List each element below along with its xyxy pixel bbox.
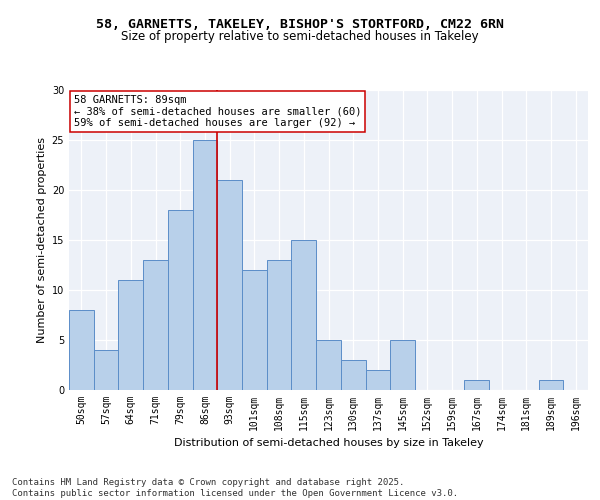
Bar — [217, 180, 242, 390]
Y-axis label: Number of semi-detached properties: Number of semi-detached properties — [37, 137, 47, 343]
Bar — [118, 280, 143, 390]
Bar — [390, 340, 415, 390]
Bar — [267, 260, 292, 390]
X-axis label: Distribution of semi-detached houses by size in Takeley: Distribution of semi-detached houses by … — [173, 438, 484, 448]
Text: 58 GARNETTS: 89sqm
← 38% of semi-detached houses are smaller (60)
59% of semi-de: 58 GARNETTS: 89sqm ← 38% of semi-detache… — [74, 95, 361, 128]
Bar — [539, 380, 563, 390]
Bar — [341, 360, 365, 390]
Bar — [316, 340, 341, 390]
Bar — [464, 380, 489, 390]
Bar — [69, 310, 94, 390]
Bar — [242, 270, 267, 390]
Bar — [193, 140, 217, 390]
Bar — [168, 210, 193, 390]
Bar — [143, 260, 168, 390]
Text: Size of property relative to semi-detached houses in Takeley: Size of property relative to semi-detach… — [121, 30, 479, 43]
Text: Contains HM Land Registry data © Crown copyright and database right 2025.
Contai: Contains HM Land Registry data © Crown c… — [12, 478, 458, 498]
Text: 58, GARNETTS, TAKELEY, BISHOP'S STORTFORD, CM22 6RN: 58, GARNETTS, TAKELEY, BISHOP'S STORTFOR… — [96, 18, 504, 30]
Bar — [365, 370, 390, 390]
Bar — [94, 350, 118, 390]
Bar — [292, 240, 316, 390]
